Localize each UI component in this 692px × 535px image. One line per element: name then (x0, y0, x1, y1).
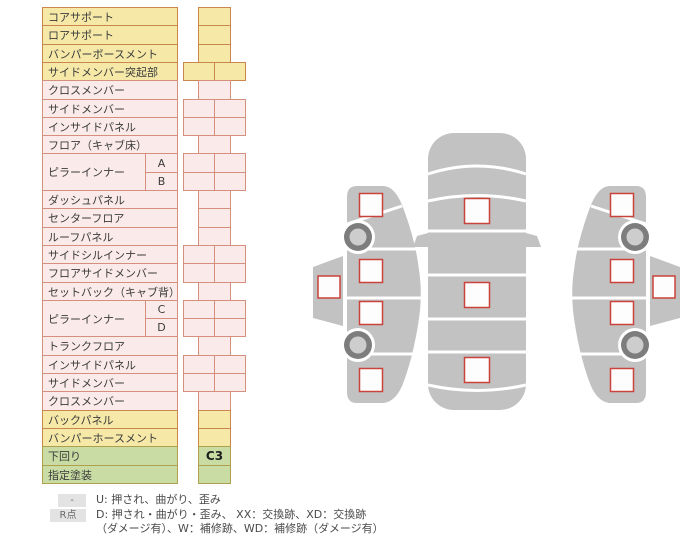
part-row-label: ピラーインナー (42, 300, 146, 337)
part-row-label: インサイドパネル (42, 117, 178, 136)
damage-marker-left-rear-fender[interactable] (358, 367, 384, 393)
part-row-label: フロア（キャブ床） (42, 135, 178, 154)
right-mirror-icon (526, 233, 541, 247)
left-mirror-icon (413, 233, 428, 247)
legend-line-d-continued: （ダメージ有）、W：補修跡、WD：補修跡（ダメージ有） (96, 522, 384, 535)
part-row-label: バンパーボースメント (42, 44, 178, 63)
part-row-label: 指定塗装 (42, 465, 178, 484)
legend-line-d: D: 押され・曲がり・歪み、 XX：交換跡、XD：交換跡 (96, 508, 367, 521)
pillar-sub-label: A (145, 153, 178, 173)
car-top-view (413, 133, 541, 410)
part-row-label: サイドメンバー突起部 (42, 62, 178, 81)
part-row-label: サイドシルインナー (42, 245, 178, 264)
damage-marker-left-front-fender[interactable] (358, 192, 384, 218)
pillar-sub-label: C (145, 300, 178, 319)
legend-badge-r-point: R点 (50, 509, 86, 522)
damage-marker-hood[interactable] (463, 197, 491, 225)
part-row-label: サイドメンバー (42, 99, 178, 118)
damage-marker-left-front-door[interactable] (358, 258, 384, 284)
legend-line-u: U: 押され、曲がり、歪み (96, 493, 221, 506)
damage-marker-right-rear-fender[interactable] (609, 367, 635, 393)
part-row-label: バンパーホースメント (42, 428, 178, 447)
legend-badge-dash: - (58, 494, 86, 507)
part-row-label: センターフロア (42, 208, 178, 228)
part-row-label: フロアサイドメンバー (42, 263, 178, 283)
damage-cell[interactable]: C3 (198, 446, 231, 466)
part-row-label: ピラーインナー (42, 153, 146, 191)
damage-marker-right-rear-door[interactable] (609, 300, 635, 326)
damage-marker-left-rear-door[interactable] (358, 300, 384, 326)
damage-marker-right-front-fender[interactable] (609, 192, 635, 218)
part-row-label: クロスメンバー (42, 80, 178, 100)
part-row-label: クロスメンバー (42, 391, 178, 411)
damage-cell[interactable] (198, 465, 231, 484)
damage-marker-roof[interactable] (463, 281, 491, 309)
damage-marker-right-roof-side[interactable] (652, 275, 676, 299)
part-row-label: バックパネル (42, 410, 178, 429)
damage-marker-right-front-door[interactable] (609, 258, 635, 284)
damage-marker-trunk[interactable] (463, 356, 491, 384)
damage-marker-left-roof-side[interactable] (317, 275, 341, 299)
